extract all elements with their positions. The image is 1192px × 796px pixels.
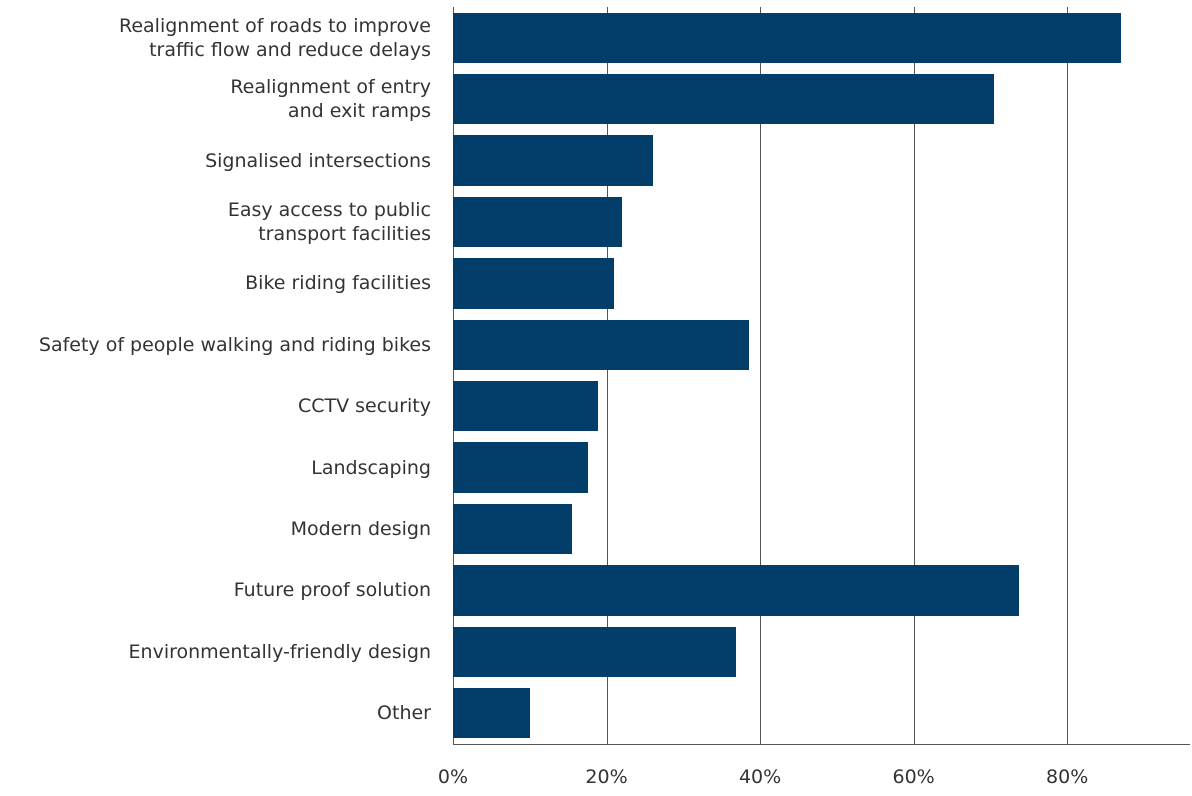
bar	[453, 12, 1121, 63]
x-tick-label: 0%	[437, 766, 469, 788]
y-tick-label: CCTV security	[297, 395, 431, 418]
y-tick-label: Signalised intersections	[205, 149, 431, 172]
y-tick-label: Modern design	[290, 518, 431, 541]
bar	[453, 688, 530, 739]
grid-line	[913, 7, 915, 744]
x-tick-label: 60%	[892, 766, 935, 788]
y-tick-label: Other	[377, 702, 431, 725]
bar	[453, 565, 1019, 616]
y-tick-label: Safety of people walking and riding bike…	[38, 333, 431, 356]
y-axis-line	[453, 7, 454, 744]
y-tick-label: Realignment of roads to improve traffic …	[119, 14, 431, 61]
bar	[453, 258, 615, 309]
bar	[453, 319, 750, 370]
grid-line	[760, 7, 762, 744]
y-tick-label: Future proof solution	[233, 579, 431, 602]
bar	[453, 626, 737, 678]
x-axis-line	[453, 744, 1190, 745]
y-tick-label: Environmentally-friendly design	[128, 640, 431, 663]
grid-line	[1067, 7, 1069, 744]
x-tick-label: 40%	[738, 766, 782, 788]
bar	[453, 442, 589, 493]
bar	[453, 135, 653, 186]
bar	[453, 73, 995, 125]
grid-line	[606, 7, 608, 744]
bar	[453, 503, 572, 555]
x-tick-label: 20%	[585, 766, 628, 788]
x-tick-label: 80%	[1046, 766, 1089, 788]
bar	[453, 381, 599, 432]
y-tick-label: Bike riding facilities	[245, 272, 431, 295]
bar	[453, 196, 622, 248]
y-tick-label: Realignment of entry and exit ramps	[230, 76, 431, 123]
y-tick-label: Easy access to public transport faciliti…	[227, 198, 431, 245]
y-tick-label: Landscaping	[311, 456, 431, 479]
